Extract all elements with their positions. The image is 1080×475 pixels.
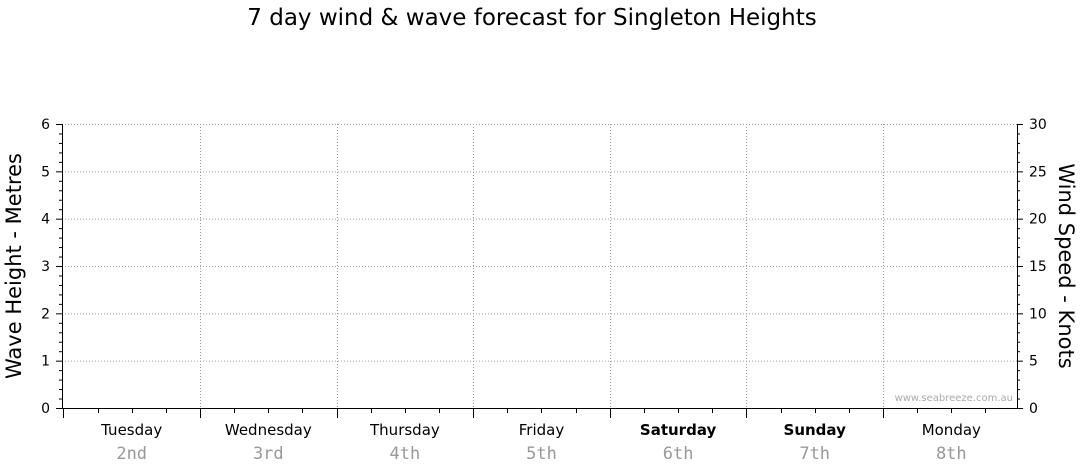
right-tick-label: 25 [1029, 164, 1047, 180]
right-axis-title: Wind Speed - Knots [1054, 163, 1078, 368]
grid-lines [62, 124, 1017, 408]
date-label: 6th [663, 444, 694, 464]
left-tick-label: 5 [41, 164, 50, 180]
date-label: 2nd [116, 444, 147, 464]
right-tick-label: 30 [1029, 117, 1047, 133]
date-label: 5th [526, 444, 557, 464]
day-label: Tuesday [100, 421, 162, 439]
day-label: Sunday [784, 421, 847, 439]
right-tick-label: 20 [1029, 212, 1047, 228]
right-tick-label: 15 [1029, 259, 1047, 275]
day-label: Thursday [369, 421, 440, 439]
left-axis-title: Wave Height - Metres [2, 153, 26, 379]
left-tick-label: 4 [41, 212, 50, 228]
right-tick-label: 10 [1029, 306, 1047, 322]
chart-title: 7 day wind & wave forecast for Singleton… [247, 5, 817, 31]
date-label: 3rd [253, 444, 284, 464]
date-label: 7th [799, 444, 830, 464]
day-label: Friday [519, 421, 565, 439]
left-tick-label: 6 [41, 117, 50, 133]
left-tick-label: 1 [41, 354, 50, 370]
tick-labels: 0 1 2 3 4 5 6 0 5 10 15 20 25 30 Tuesday 2nd Wednesday 3r… [41, 117, 1047, 464]
right-tick-label: 5 [1029, 354, 1038, 370]
day-label: Wednesday [225, 421, 312, 439]
day-label: Saturday [640, 421, 717, 439]
left-tick-label: 2 [41, 306, 50, 322]
left-tick-label: 3 [41, 259, 50, 275]
date-label: 4th [390, 444, 421, 464]
date-label: 8th [936, 444, 967, 464]
axes [56, 124, 1023, 418]
right-tick-label: 0 [1029, 401, 1038, 417]
left-tick-label: 0 [41, 401, 50, 417]
watermark: www.seabreeze.com.au [895, 393, 1013, 404]
day-label: Monday [922, 421, 981, 439]
